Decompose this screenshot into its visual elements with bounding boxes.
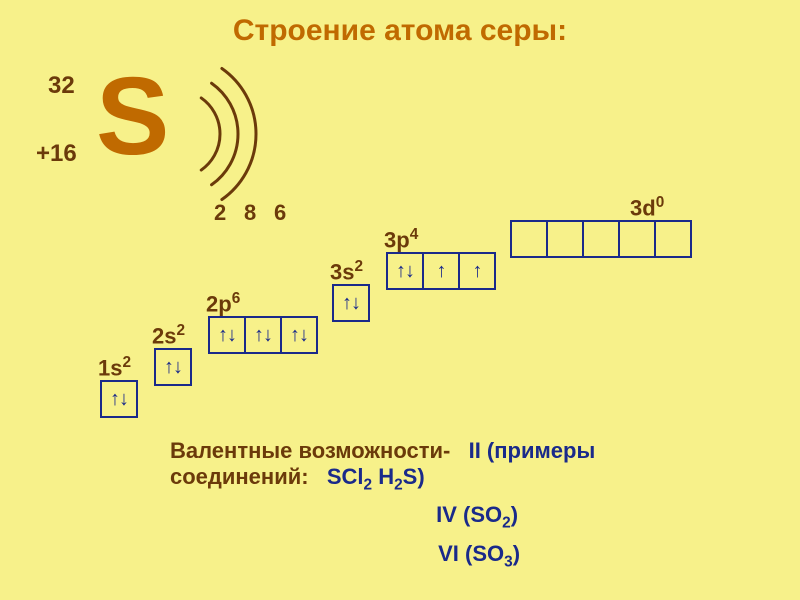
- sublevel-label-3s: 3s2: [330, 258, 363, 285]
- orbital-cell: ↑↓: [154, 348, 192, 386]
- electron-arrows: ↑↓: [164, 357, 182, 377]
- valence-II: II (примеры: [469, 438, 596, 463]
- valence-label: Валентные возможности-: [170, 438, 450, 463]
- atomic-charge: +16: [36, 140, 77, 168]
- orbital-cell: ↑↓: [332, 284, 370, 322]
- electron-arrows: ↑: [437, 261, 446, 281]
- orbital-cell: ↑↓: [280, 316, 318, 354]
- valence-block: Валентные возможности- II (примеры соеди…: [170, 438, 730, 571]
- orbital-cell: ↑↓: [100, 380, 138, 418]
- orbital-cell: ↑: [422, 252, 460, 290]
- sublevel-2s: 2s2↑↓: [154, 348, 192, 386]
- sublevel-3p: 3p4↑↓↑↑: [386, 252, 496, 290]
- electron-arrows: ↑↓: [342, 293, 360, 313]
- compounds-II: SCl2 H2S): [327, 464, 425, 489]
- element-symbol: S: [96, 62, 169, 172]
- orbital-cell: ↑: [458, 252, 496, 290]
- sublevel-1s: 1s2↑↓: [100, 380, 138, 418]
- sublevel-label-1s: 1s2: [98, 354, 131, 381]
- electron-arrows: ↑↓: [218, 325, 236, 345]
- valence-IV: IV (SO2): [436, 502, 518, 527]
- sublevel-3d: 3d0: [510, 220, 692, 258]
- orbital-cell: [654, 220, 692, 258]
- orbital-diagram: 1s2↑↓2s2↑↓2p6↑↓↑↓↑↓3s2↑↓3p4↑↓↑↑3d0: [100, 220, 720, 420]
- sublevel-label-3p: 3p4: [384, 226, 418, 253]
- sublevel-label-2p: 2p6: [206, 290, 240, 317]
- electron-arrows: ↑↓: [110, 389, 128, 409]
- orbital-cell: [510, 220, 548, 258]
- mass-number: 32: [48, 72, 75, 100]
- orbital-cell: ↑↓: [244, 316, 282, 354]
- electron-arrows: ↑↓: [396, 261, 414, 281]
- electron-arrows: ↑: [473, 261, 482, 281]
- sublevel-2p: 2p6↑↓↑↓↑↓: [208, 316, 318, 354]
- orbital-cell: ↑↓: [208, 316, 246, 354]
- diagram-title: Строение атома серы:: [0, 14, 800, 48]
- sublevel-label-3d: 3d0: [630, 194, 664, 221]
- electron-arrows: ↑↓: [254, 325, 272, 345]
- sublevel-label-2s: 2s2: [152, 322, 185, 349]
- valence-VI: VI (SO3): [438, 541, 520, 566]
- shell-arcs-svg: [196, 54, 316, 214]
- orbital-cell: [546, 220, 584, 258]
- orbital-cell: ↑↓: [386, 252, 424, 290]
- electron-arrows: ↑↓: [290, 325, 308, 345]
- compounds-label: соединений:: [170, 464, 309, 489]
- orbital-cell: [618, 220, 656, 258]
- sublevel-3s: 3s2↑↓: [332, 284, 370, 322]
- orbital-cell: [582, 220, 620, 258]
- electron-shells: [196, 54, 316, 214]
